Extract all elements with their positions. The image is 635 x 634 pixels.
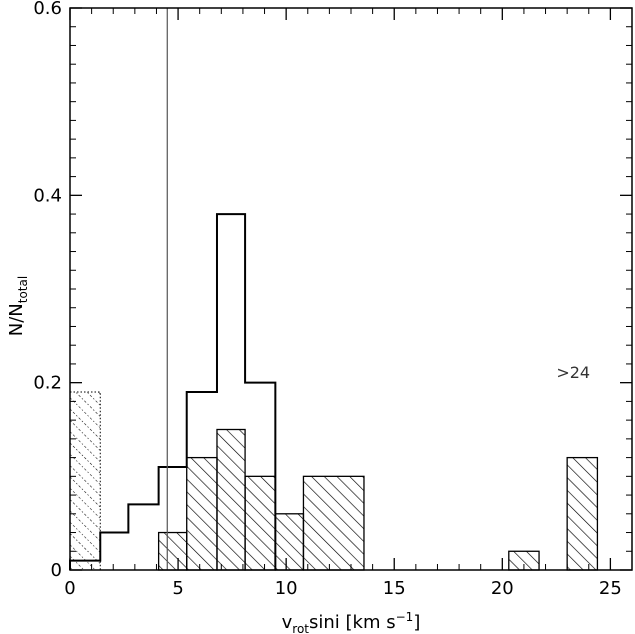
x-tick-label: 0: [64, 578, 75, 599]
hatched-bar: [274, 513, 305, 571]
axis-ticks: 0 5 10 15 20 25 0 0.2 0.4 0.6: [33, 0, 633, 599]
x-axis-label-sub: rot: [292, 622, 309, 634]
hatched-bar: [157, 531, 188, 571]
y-tick-label: 0.6: [33, 0, 62, 19]
x-tick-label: 5: [172, 578, 183, 599]
outline-histogram-series: [69, 213, 277, 570]
hatched-bar: [216, 428, 246, 571]
y-tick-label: 0.2: [33, 373, 62, 394]
x-axis-label-sup: −1: [396, 610, 414, 624]
y-axis-label: N/Ntotal: [6, 276, 30, 336]
x-axis-label-rest: sini [km s: [309, 612, 396, 633]
hatched-bar: [566, 456, 599, 571]
y-tick-label: 0: [51, 560, 62, 581]
hatched-bar: [186, 456, 218, 571]
x-tick-label: 20: [491, 578, 514, 599]
x-axis-label-base: v: [282, 612, 293, 633]
hatched-bar: [244, 475, 276, 571]
hatched-series: [157, 428, 599, 571]
annotation-label: >24: [556, 363, 590, 382]
dotted-hatch-series: [69, 391, 101, 571]
hatched-bar: [302, 475, 365, 571]
x-tick-label: 25: [599, 578, 622, 599]
dotted-bar: [69, 391, 101, 571]
x-axis-label: vrotsini [km s−1]: [282, 610, 421, 634]
y-axis-label-base: N/N: [6, 303, 27, 336]
x-tick-label: 10: [275, 578, 298, 599]
x-tick-label: 15: [383, 578, 406, 599]
y-axis-label-sub: total: [16, 276, 30, 303]
y-tick-label: 0.4: [33, 185, 62, 206]
x-axis-label-close: ]: [413, 612, 420, 633]
